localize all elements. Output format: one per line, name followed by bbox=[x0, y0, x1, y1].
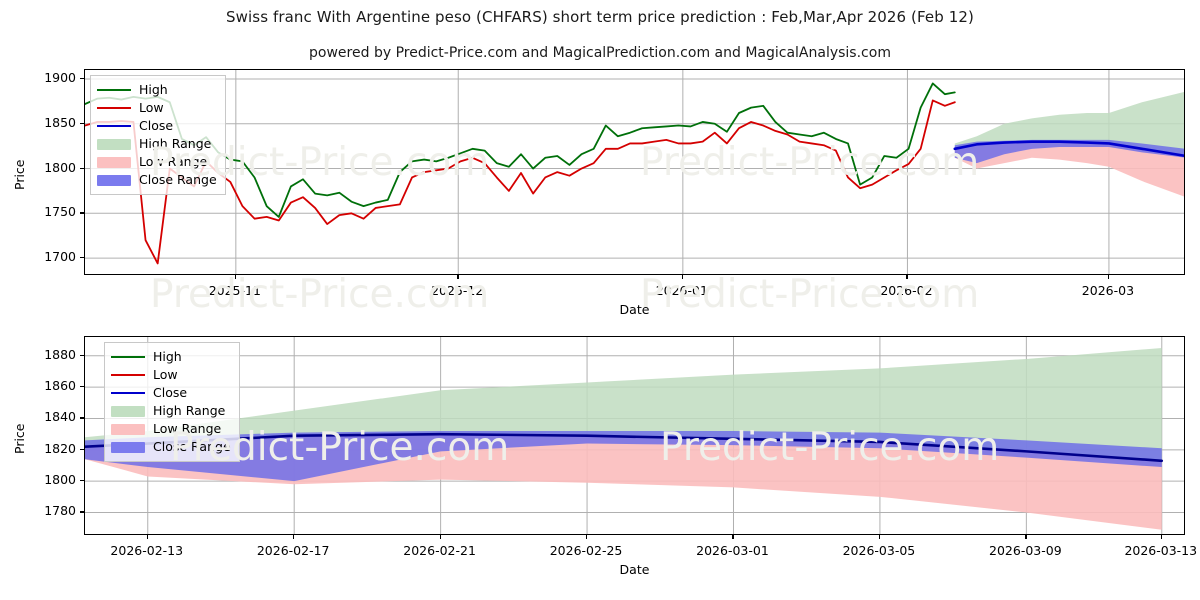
legend-item[interactable]: High bbox=[97, 81, 217, 99]
legend-item-label: High Range bbox=[139, 135, 212, 151]
x-tick-mark bbox=[1025, 535, 1027, 539]
legend-swatch-close-icon bbox=[97, 120, 131, 132]
x-tick-mark bbox=[732, 535, 734, 539]
y-tick-label: 1750 bbox=[44, 204, 76, 220]
x-tick-mark bbox=[1107, 275, 1110, 279]
legend-swatch-low-icon bbox=[111, 369, 145, 381]
y-tick-label: 1820 bbox=[44, 440, 76, 456]
bottom-chart-plot-area bbox=[84, 336, 1185, 535]
bottom-chart-legend: High Low Close High Range Low Range Close Ran… bbox=[104, 342, 240, 462]
legend-item-label: High bbox=[139, 81, 168, 97]
legend-item[interactable]: High Range bbox=[97, 135, 217, 153]
bottom-chart-y-axis-label: Price bbox=[12, 423, 27, 454]
y-tick-label: 1900 bbox=[44, 69, 76, 85]
legend-item[interactable]: Close bbox=[97, 117, 217, 135]
legend-item-label: Close Range bbox=[153, 438, 231, 454]
legend-item-label: Close Range bbox=[139, 171, 217, 187]
y-tick-label: 1700 bbox=[44, 249, 76, 265]
legend-swatch-low-icon bbox=[97, 102, 131, 114]
x-tick-mark bbox=[439, 535, 441, 539]
y-tick-label: 1800 bbox=[44, 159, 76, 175]
page-title: Swiss franc With Argentine peso (CHFARS)… bbox=[226, 8, 974, 26]
legend-item[interactable]: Low bbox=[97, 99, 217, 117]
legend-item[interactable]: Close bbox=[111, 384, 231, 402]
legend-item[interactable]: High bbox=[111, 348, 231, 366]
top-chart-x-axis-label: Date bbox=[619, 302, 650, 317]
y-tick-mark bbox=[80, 511, 84, 513]
legend-item-label: Low bbox=[153, 366, 178, 382]
x-tick-label: 2025-12 bbox=[431, 283, 484, 298]
legend-item-label: Low Range bbox=[139, 153, 208, 169]
y-tick-mark bbox=[80, 77, 84, 80]
x-tick-label: 2026-03 bbox=[1081, 283, 1135, 298]
x-tick-label: 2026-03-05 bbox=[842, 543, 916, 558]
y-tick-label: 1850 bbox=[44, 114, 76, 130]
x-tick-label: 2025-11 bbox=[208, 283, 261, 298]
legend-item[interactable]: Low Range bbox=[111, 420, 231, 438]
x-tick-label: 2026-03-09 bbox=[989, 543, 1062, 558]
x-tick-label: 2026-03-01 bbox=[696, 543, 769, 558]
x-tick-mark bbox=[1160, 535, 1163, 539]
y-tick-mark bbox=[80, 354, 84, 357]
legend-swatch-low-range-icon bbox=[111, 423, 145, 435]
y-tick-label: 1780 bbox=[44, 503, 76, 519]
legend-item-label: Close bbox=[139, 117, 174, 133]
y-tick-mark bbox=[80, 257, 84, 259]
legend-swatch-high-range-icon bbox=[111, 405, 145, 417]
legend-item-label: Low bbox=[139, 99, 164, 115]
x-tick-mark bbox=[293, 535, 295, 539]
y-tick-mark bbox=[80, 167, 84, 169]
y-tick-mark bbox=[80, 417, 84, 419]
x-tick-mark bbox=[146, 535, 149, 539]
y-tick-mark bbox=[80, 212, 84, 214]
legend-swatch-low-range-icon bbox=[97, 156, 131, 168]
legend-swatch-high-icon bbox=[111, 351, 145, 363]
y-tick-label: 1800 bbox=[44, 472, 76, 488]
y-tick-mark bbox=[80, 448, 84, 451]
legend-item[interactable]: Close Range bbox=[97, 171, 217, 189]
legend-item-label: High bbox=[153, 348, 182, 364]
legend-swatch-high-range-icon bbox=[97, 138, 131, 150]
legend-swatch-close-icon bbox=[111, 387, 145, 399]
x-tick-label: 2026-02 bbox=[880, 283, 933, 298]
legend-item[interactable]: Close Range bbox=[111, 438, 231, 456]
x-tick-mark bbox=[586, 535, 588, 539]
legend-item[interactable]: High Range bbox=[111, 402, 231, 420]
top-chart-plot-area bbox=[84, 69, 1185, 275]
legend-item-label: Close bbox=[153, 384, 188, 400]
legend-swatch-close-range-icon bbox=[97, 174, 131, 186]
legend-item[interactable]: Low bbox=[111, 366, 231, 384]
y-tick-label: 1840 bbox=[44, 409, 76, 425]
x-tick-label: 2026-02-21 bbox=[403, 543, 476, 558]
x-tick-mark bbox=[878, 535, 881, 539]
x-tick-label: 2026-02-25 bbox=[549, 543, 623, 558]
bottom-chart-x-axis-label: Date bbox=[619, 562, 650, 577]
x-tick-label: 2026-01 bbox=[655, 283, 708, 298]
legend-item[interactable]: Low Range bbox=[97, 153, 217, 171]
page-subtitle: powered by Predict-Price.com and Magical… bbox=[309, 45, 891, 61]
x-tick-label: 2026-02-17 bbox=[256, 543, 330, 558]
legend-item-label: High Range bbox=[153, 402, 226, 418]
legend-item-label: Low Range bbox=[153, 420, 222, 436]
y-tick-mark bbox=[80, 386, 84, 388]
x-tick-mark bbox=[681, 275, 684, 279]
y-tick-label: 1880 bbox=[44, 346, 76, 362]
legend-swatch-close-range-icon bbox=[111, 441, 145, 453]
x-tick-label: 2026-02-13 bbox=[110, 543, 184, 558]
x-tick-mark bbox=[457, 275, 459, 279]
top-chart-legend: High Low Close High Range Low Range Close Ran… bbox=[90, 75, 226, 195]
legend-swatch-high-icon bbox=[97, 84, 131, 96]
y-tick-mark bbox=[80, 122, 84, 125]
x-tick-mark bbox=[234, 275, 237, 279]
y-tick-label: 1860 bbox=[44, 378, 76, 394]
x-tick-mark bbox=[906, 275, 908, 279]
x-tick-label: 2026-03-13 bbox=[1124, 543, 1198, 558]
y-tick-mark bbox=[80, 480, 84, 482]
